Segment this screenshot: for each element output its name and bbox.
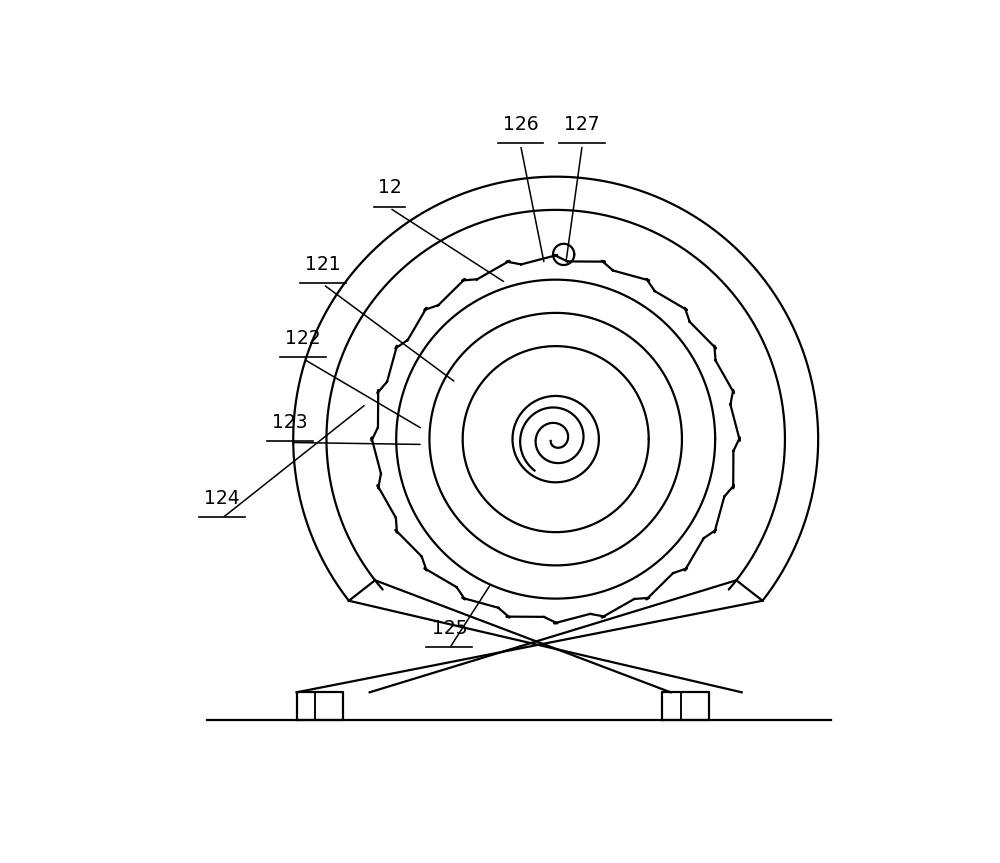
Text: 125: 125 [432,619,467,638]
Text: 123: 123 [272,413,308,432]
Text: 121: 121 [305,255,341,274]
Text: 122: 122 [285,329,321,348]
Text: 124: 124 [204,488,240,507]
Text: 127: 127 [564,115,600,134]
Text: 12: 12 [378,179,401,198]
Text: 126: 126 [503,115,538,134]
